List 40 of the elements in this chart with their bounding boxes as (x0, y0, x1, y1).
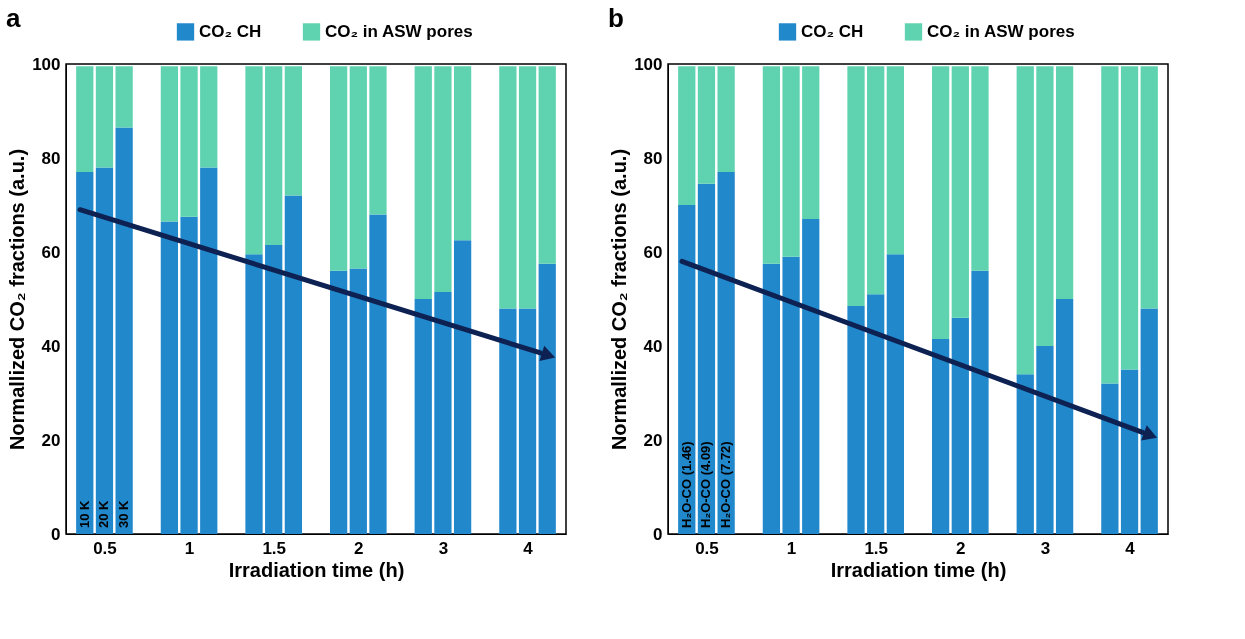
y-axis-title: Normallized CO₂ fractions (a.u.) (608, 148, 631, 451)
x-tick-label: 1 (786, 538, 797, 558)
y-tick-label: 80 (643, 148, 663, 168)
x-tick-label: 3 (1040, 538, 1051, 558)
chart-title: b (608, 3, 624, 33)
y-tick-label: 60 (41, 242, 61, 262)
x-tick-label: 0.5 (695, 538, 719, 558)
y-tick-label: 80 (41, 148, 61, 168)
x-axis-title: Irradiation time (h) (830, 558, 1007, 581)
x-axis-title: Irradiation time (h) (228, 558, 405, 581)
legend-label: CO₂ CH (199, 21, 262, 41)
y-axis-title: Normallized CO₂ fractions (a.u.) (6, 148, 29, 451)
annotation: 20 K (96, 499, 112, 528)
y-tick-label: 40 (643, 336, 663, 356)
chart-title: a (6, 3, 21, 33)
legend-label: CO₂ CH (801, 21, 864, 41)
annotation: H₂O-CO (4.09) (698, 441, 714, 528)
annotation: 10 K (76, 499, 92, 528)
x-tick-label: 4 (523, 538, 534, 558)
x-tick-label: 1.5 (262, 538, 287, 558)
legend-label: CO₂ in ASW pores (927, 21, 1075, 41)
legend-label: CO₂ in ASW pores (325, 21, 473, 41)
annotation: H₂O-CO (1.46) (678, 441, 694, 528)
x-tick-label: 0.5 (93, 538, 117, 558)
y-tick-label: 0 (51, 524, 61, 544)
x-tick-label: 1 (184, 538, 195, 558)
x-tick-label: 2 (354, 538, 364, 558)
x-tick-label: 2 (956, 538, 966, 558)
y-tick-label: 20 (643, 430, 663, 450)
x-tick-label: 4 (1125, 538, 1136, 558)
y-tick-label: 60 (643, 242, 663, 262)
y-tick-label: 0 (653, 524, 663, 544)
y-tick-label: 40 (41, 336, 61, 356)
x-tick-label: 1.5 (864, 538, 889, 558)
y-tick-label: 100 (32, 54, 61, 74)
y-tick-label: 100 (634, 54, 663, 74)
annotation: 30 K (116, 499, 132, 528)
x-tick-label: 3 (438, 538, 449, 558)
y-tick-label: 20 (41, 430, 61, 450)
annotation: H₂O-CO (7.72) (718, 441, 734, 528)
